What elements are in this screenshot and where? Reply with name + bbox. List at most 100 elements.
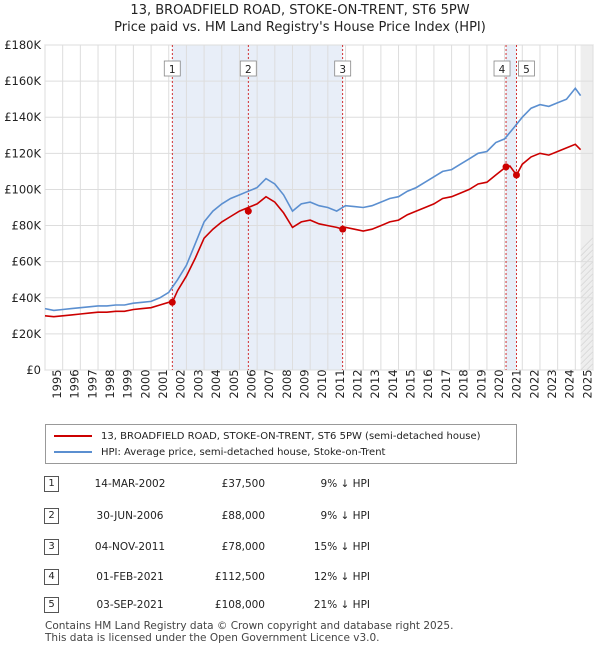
x-tick-label: 2015 xyxy=(404,369,418,398)
sale-hpi-diff: 9% ↓ HPI xyxy=(320,478,370,490)
sale-label-box xyxy=(239,60,257,77)
y-tick-label: £0 xyxy=(26,363,41,377)
legend-line-blue xyxy=(54,451,92,453)
y-tick-label: £40K xyxy=(12,291,42,305)
table-row: 2 30-JUN-2006 £88,000 9% ↓ HPI xyxy=(0,508,600,528)
x-tick-label: 2000 xyxy=(138,369,152,398)
x-tick-label: 2013 xyxy=(368,369,382,398)
sale-price: £112,500 xyxy=(214,571,265,583)
property-series-line xyxy=(44,143,582,318)
sale-label-box xyxy=(163,60,181,77)
x-tick-label: 2019 xyxy=(474,369,488,398)
sale-period-shade xyxy=(506,45,517,370)
sale-price: £108,000 xyxy=(214,599,265,611)
y-tick-label: £80K xyxy=(12,219,42,233)
sale-number-badge: 1 xyxy=(44,476,59,492)
legend-item-hpi: HPI: Average price, semi-detached house,… xyxy=(54,444,385,460)
y-tick-label: £20K xyxy=(12,327,42,341)
sale-point xyxy=(168,298,176,306)
sale-price: £78,000 xyxy=(221,541,265,553)
legend-line-red xyxy=(54,435,92,437)
y-tick-label: £140K xyxy=(4,110,41,124)
legend: 13, BROADFIELD ROAD, STOKE-ON-TRENT, ST6… xyxy=(45,424,517,464)
sale-date: 03-SEP-2021 xyxy=(96,599,164,611)
table-row: 4 01-FEB-2021 £112,500 12% ↓ HPI xyxy=(0,569,600,589)
x-tick-label: 2007 xyxy=(262,369,276,398)
x-tick-label: 2014 xyxy=(386,369,400,398)
x-tick-label: 1995 xyxy=(50,369,64,398)
chart-subtitle: Price paid vs. HM Land Registry's House … xyxy=(114,20,486,35)
x-tick-label: 2025 xyxy=(580,369,594,398)
sale-label-number: 1 xyxy=(169,64,176,76)
x-tick-label: 2023 xyxy=(545,369,559,398)
x-tick-label: 1999 xyxy=(121,369,135,398)
legend-label-property: 13, BROADFIELD ROAD, STOKE-ON-TRENT, ST6… xyxy=(101,430,481,442)
sale-price: £88,000 xyxy=(221,510,265,522)
footer-licence: This data is licensed under the Open Gov… xyxy=(45,632,380,644)
legend-item-property: 13, BROADFIELD ROAD, STOKE-ON-TRENT, ST6… xyxy=(54,428,481,444)
y-tick-label: £180K xyxy=(4,38,41,52)
chart-title: 13, BROADFIELD ROAD, STOKE-ON-TRENT, ST6… xyxy=(130,3,470,18)
y-tick-label: £160K xyxy=(4,74,41,88)
x-tick-label: 1998 xyxy=(103,369,117,398)
price-chart: £0 £20K £40K £60K £80K £100K £120K £140K £160K £1… xyxy=(4,38,600,399)
x-tick-label: 2010 xyxy=(315,369,329,398)
sale-number-badge: 4 xyxy=(44,569,59,585)
x-tick-label: 2008 xyxy=(280,369,294,398)
legend-label-hpi: HPI: Average price, semi-detached house,… xyxy=(101,446,386,458)
sale-point xyxy=(244,207,252,215)
sale-date: 14-MAR-2002 xyxy=(94,478,166,490)
sale-point xyxy=(339,225,347,233)
sale-label-number: 2 xyxy=(245,64,252,76)
x-tick-label: 2024 xyxy=(563,369,577,398)
footer-copyright: Contains HM Land Registry data © Crown c… xyxy=(45,620,454,632)
x-tick-label: 2020 xyxy=(492,369,506,398)
future-region xyxy=(580,45,593,370)
x-tick-label: 2004 xyxy=(209,369,223,398)
sale-number-badge: 5 xyxy=(44,597,59,613)
x-tick-label: 1996 xyxy=(68,369,82,398)
x-tick-label: 2026 xyxy=(598,369,600,398)
sale-label-number: 4 xyxy=(499,64,506,76)
sale-hpi-diff: 15% ↓ HPI xyxy=(313,541,370,553)
table-row: 5 03-SEP-2021 £108,000 21% ↓ HPI xyxy=(0,597,600,617)
hpi-series-line xyxy=(44,86,582,312)
sale-number-badge: 3 xyxy=(44,539,59,555)
x-tick-label: 2001 xyxy=(156,369,170,398)
x-tick-label: 2021 xyxy=(510,369,524,398)
x-tick-label: 2017 xyxy=(439,369,453,398)
sale-date: 30-JUN-2006 xyxy=(96,510,164,522)
sale-number-badge: 2 xyxy=(44,508,59,524)
x-tick-label: 2022 xyxy=(527,369,541,398)
future-hatch-line xyxy=(580,309,593,323)
sale-label-box xyxy=(518,60,535,77)
x-tick-label: 2003 xyxy=(191,369,205,398)
sale-label-box xyxy=(334,60,352,77)
y-tick-label: £120K xyxy=(4,146,41,160)
sale-price: £37,500 xyxy=(221,478,265,490)
x-tick-label: 2016 xyxy=(421,369,435,398)
x-tick-label: 2012 xyxy=(351,369,365,398)
x-tick-label: 2002 xyxy=(174,369,188,398)
table-row: 1 14-MAR-2002 £37,500 9% ↓ HPI xyxy=(0,476,600,496)
sale-hpi-diff: 21% ↓ HPI xyxy=(313,599,370,611)
sale-point xyxy=(512,171,520,179)
sale-point xyxy=(502,163,510,171)
future-hatch-line xyxy=(592,369,593,370)
x-tick-label: 2005 xyxy=(227,369,241,398)
x-tick-label: 2011 xyxy=(333,369,347,398)
x-tick-label: 2009 xyxy=(297,369,311,398)
sale-hpi-diff: 12% ↓ HPI xyxy=(313,571,370,583)
sale-label-box xyxy=(493,60,511,77)
x-tick-label: 2018 xyxy=(457,369,471,398)
table-row: 3 04-NOV-2011 £78,000 15% ↓ HPI xyxy=(0,539,600,559)
footer: Contains HM Land Registry data © Crown c… xyxy=(45,620,453,644)
sale-label-number: 5 xyxy=(523,64,530,76)
x-tick-label: 1997 xyxy=(85,369,99,398)
x-tick-label: 2006 xyxy=(244,369,258,398)
y-tick-label: £60K xyxy=(12,255,42,269)
future-hatch-line xyxy=(580,303,593,317)
sale-date: 01-FEB-2021 xyxy=(96,571,164,583)
sale-hpi-diff: 9% ↓ HPI xyxy=(320,510,370,522)
sale-date: 04-NOV-2011 xyxy=(94,541,166,553)
